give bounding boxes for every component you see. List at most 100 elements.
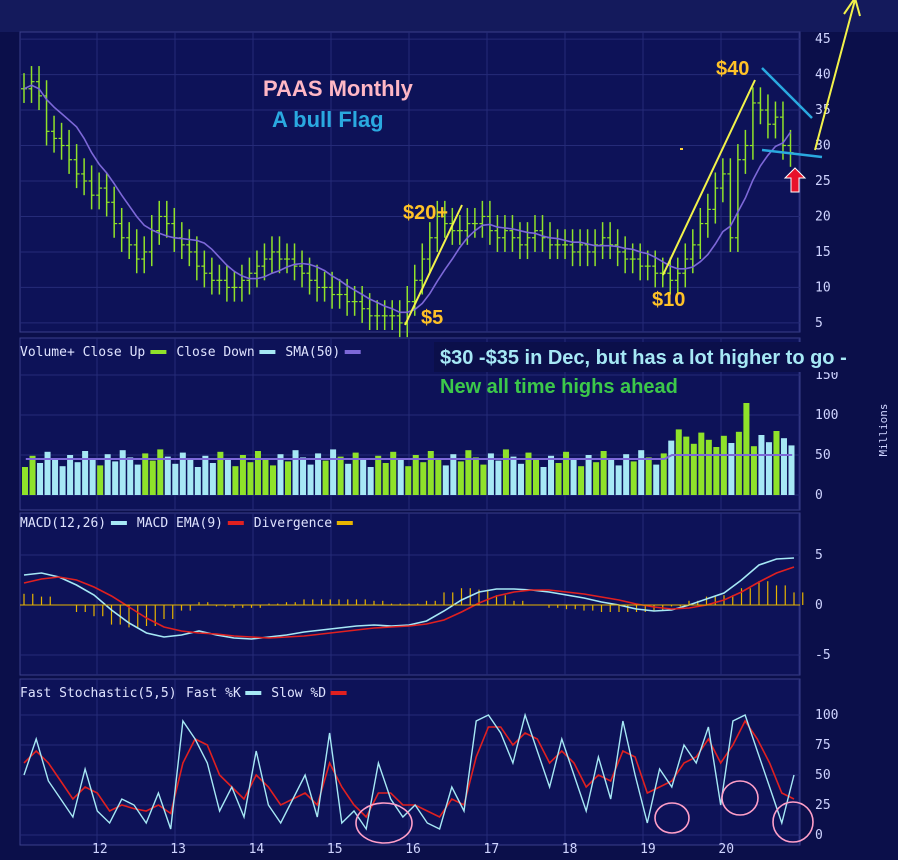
volume-bar	[382, 463, 389, 495]
volume-bar	[254, 451, 261, 495]
volume-bar	[172, 463, 179, 495]
volume-bar	[442, 465, 449, 495]
volume-bar	[67, 455, 74, 495]
callout-text-2: New all time highs ahead	[440, 376, 678, 398]
macd-line	[23, 557, 795, 640]
circle-marker	[721, 780, 759, 816]
axis-tick-label: 100	[815, 708, 838, 723]
volume-bar	[194, 467, 201, 495]
legend-swatch	[336, 521, 353, 525]
volume-bars	[22, 403, 795, 495]
macd-ema-line	[23, 566, 795, 639]
volume-bar	[397, 459, 404, 495]
volume-bar	[300, 457, 307, 495]
dot-marker	[680, 148, 683, 150]
volume-bar	[773, 431, 780, 495]
grid-lines	[20, 32, 800, 845]
panel-frames	[19, 31, 801, 846]
axis-tick-label: 0	[815, 828, 823, 843]
volume-bar	[510, 456, 517, 495]
volume-bar	[578, 466, 585, 495]
x-tick-label: 16	[405, 842, 421, 856]
volume-bar	[89, 458, 96, 495]
axis-tick-label: 75	[815, 738, 831, 753]
oversold-circles	[355, 780, 814, 844]
volume-bar	[765, 442, 772, 495]
axis-tick-label: 5	[815, 316, 823, 331]
price-label-5: $5	[421, 307, 443, 329]
volume-bar	[209, 463, 216, 495]
volume-legend: Volume+ Close Up Close Down SMA(50)	[20, 345, 361, 360]
volume-bar	[217, 451, 224, 495]
volume-bar	[593, 462, 600, 495]
macd-legend: MACD(12,26) MACD EMA(9) Divergence	[20, 516, 353, 531]
volume-bar	[285, 461, 292, 495]
volume-bar	[149, 460, 156, 495]
volume-bar	[315, 453, 322, 495]
volume-bar	[29, 455, 36, 495]
volume-bar	[247, 462, 254, 495]
legend-swatch	[245, 691, 262, 695]
volume-bar	[435, 458, 442, 495]
volume-bar	[487, 453, 494, 495]
volume-bar	[262, 458, 269, 495]
stoch-legend: Fast Stochastic(5,5) Fast %K Slow %D	[20, 686, 347, 701]
x-tick-label: 20	[718, 842, 734, 856]
callout-background	[434, 342, 886, 372]
volume-bar	[525, 452, 532, 495]
volume-bar	[22, 467, 29, 495]
volume-bar	[668, 440, 675, 495]
volume-bar	[450, 454, 457, 495]
legend-swatch	[259, 350, 276, 354]
volume-bar	[179, 452, 186, 495]
x-tick-label: 15	[327, 842, 343, 856]
panel-frame	[19, 512, 801, 676]
volume-bar	[330, 449, 337, 495]
axis-tick-label: 20	[815, 209, 831, 224]
callout-text-1: $30 -$35 in Dec, but has a lot higher to…	[440, 347, 847, 369]
axis-tick-label: 15	[815, 245, 831, 260]
volume-axis-label: Millions	[877, 404, 890, 457]
volume-bar	[735, 431, 742, 495]
volume-bar	[59, 466, 66, 495]
price-sma-line	[23, 84, 792, 314]
volume-bar	[97, 465, 104, 495]
volume-bar	[517, 463, 524, 495]
breakout-arrow-icon	[843, 0, 861, 17]
volume-bar	[224, 459, 231, 495]
volume-bar	[127, 457, 134, 495]
volume-bar	[683, 436, 690, 495]
volume-bar	[758, 435, 765, 495]
volume-bar	[585, 455, 592, 495]
volume-bar	[548, 455, 555, 495]
macd-axis-ticks: -5 0 5	[815, 548, 831, 663]
volume-bar	[427, 451, 434, 495]
x-tick-label: 12	[92, 842, 108, 856]
legend-label: Fast %K	[186, 686, 241, 701]
volume-bar	[74, 462, 81, 495]
legend-label: Fast Stochastic(5,5)	[20, 686, 177, 701]
volume-bar	[608, 458, 615, 495]
legend-swatch	[150, 350, 167, 354]
volume-bar	[675, 429, 682, 495]
volume-bar	[412, 455, 419, 495]
x-axis-ticks: 12 13 14 15 16 17 18 19 20	[92, 842, 734, 857]
price-axis-ticks: 5 10 15 20 25 30 35 40 45	[815, 32, 831, 331]
volume-bar	[345, 463, 352, 495]
volume-bar	[337, 456, 344, 495]
volume-bar	[532, 459, 540, 495]
volume-bar	[698, 432, 705, 495]
legend-label: Divergence	[254, 516, 332, 531]
axis-tick-label: 0	[815, 598, 823, 613]
volume-bar	[390, 451, 397, 495]
axis-tick-label: -5	[815, 648, 831, 663]
legend-label: SMA(50)	[285, 345, 340, 360]
legend-swatch	[227, 521, 244, 525]
legend-swatch	[330, 691, 347, 695]
volume-bar	[142, 453, 149, 495]
legend-swatch	[344, 350, 361, 354]
trend-line-1	[404, 204, 463, 326]
volume-bar	[420, 462, 427, 495]
chart-subtitle: A bull Flag	[272, 107, 384, 132]
